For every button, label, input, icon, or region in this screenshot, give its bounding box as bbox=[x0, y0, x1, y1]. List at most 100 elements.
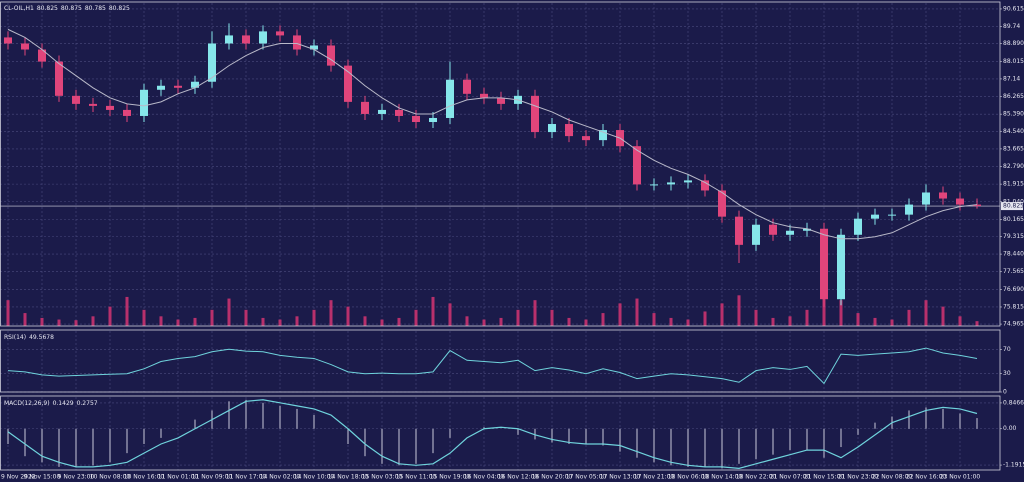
volume-bar bbox=[380, 319, 384, 326]
macd-bar bbox=[415, 428, 417, 464]
volume-bar bbox=[805, 309, 809, 326]
volume-bar bbox=[227, 298, 231, 326]
candle-body bbox=[956, 198, 964, 205]
x-tick-label: 10 Nov 16:00 bbox=[124, 474, 165, 481]
x-tick-label: 16 Nov 12:00 bbox=[498, 474, 539, 481]
candle-body bbox=[395, 109, 403, 116]
macd-bar bbox=[364, 428, 366, 457]
rsi-line bbox=[7, 347, 978, 385]
volume-bar bbox=[6, 300, 10, 326]
x-tick-label: 18 Nov 14:00 bbox=[702, 474, 743, 481]
candle-body bbox=[361, 101, 369, 114]
symbol: CL-OIL,H1 bbox=[4, 5, 34, 12]
macd-bar bbox=[789, 428, 791, 451]
candle-body bbox=[531, 95, 539, 133]
macd-bar bbox=[602, 428, 604, 446]
y-tick-label: 82.790 bbox=[1003, 163, 1024, 170]
macd-bar bbox=[7, 428, 9, 444]
volume-bar bbox=[312, 309, 316, 326]
macd-bar bbox=[976, 418, 978, 429]
macd-bar bbox=[823, 428, 825, 458]
candle-body bbox=[701, 180, 709, 191]
panel-header: RSI(14) 49.5678 bbox=[4, 334, 54, 341]
x-tick-label: 11 Nov 17:00 bbox=[226, 474, 267, 481]
y-tick-label: 90.615 bbox=[1003, 5, 1024, 12]
y-tick-label: 76.690 bbox=[1003, 286, 1024, 293]
macd-bar bbox=[959, 413, 961, 429]
macd-bar bbox=[92, 428, 94, 466]
volume-bar bbox=[771, 317, 775, 326]
volume-bar bbox=[635, 298, 639, 326]
candle-body bbox=[429, 117, 437, 123]
y-tick-label: 77.565 bbox=[1003, 268, 1024, 275]
candle-body bbox=[854, 218, 862, 235]
macd-bar bbox=[806, 428, 808, 451]
candle-body bbox=[55, 61, 63, 96]
macd-bar bbox=[228, 401, 230, 429]
x-tick-label: 16 Nov 20:00 bbox=[532, 474, 573, 481]
macd-bar bbox=[75, 428, 77, 467]
panel-frame bbox=[0, 1, 1001, 327]
volume-bar bbox=[329, 300, 333, 326]
candle-body bbox=[667, 182, 675, 185]
candle-body bbox=[174, 85, 182, 88]
indicator-name: RSI(14) bbox=[4, 334, 26, 341]
macd-bar bbox=[279, 405, 281, 429]
y-tick-label: 83.665 bbox=[1003, 145, 1024, 152]
candle-body bbox=[820, 228, 828, 300]
x-tick-label: 15 Nov 03:00 bbox=[362, 474, 403, 481]
candle-body bbox=[293, 35, 301, 50]
volume-bar bbox=[431, 296, 435, 326]
candle-body bbox=[242, 35, 250, 44]
x-tick-label: 21 Nov 23:00 bbox=[838, 474, 879, 481]
macd-bar bbox=[653, 428, 655, 463]
candle-body bbox=[72, 95, 80, 104]
macd-bar bbox=[160, 428, 162, 438]
volume-bar bbox=[74, 320, 78, 326]
volume-bar bbox=[363, 316, 367, 326]
x-tick-label: 11 Nov 01:00 bbox=[158, 474, 199, 481]
y-tick-label: -1.1915 bbox=[1003, 462, 1024, 469]
candle-body bbox=[633, 146, 641, 185]
y-tick-label: 74.965 bbox=[1003, 321, 1024, 328]
macd-bar bbox=[925, 407, 927, 429]
macd-bar bbox=[126, 428, 128, 454]
panel-header: MACD(12,26,9) 0.1429 0.2757 bbox=[4, 400, 98, 407]
x-tick-label: 18 Nov 22:00 bbox=[736, 474, 777, 481]
candle-body bbox=[871, 214, 879, 219]
x-tick-label: 11 Nov 09:00 bbox=[192, 474, 233, 481]
volume-bar bbox=[210, 309, 214, 326]
volume-bar bbox=[975, 321, 979, 326]
volume-bar bbox=[108, 306, 112, 326]
x-tick-label: 14 Nov 02:00 bbox=[260, 474, 301, 481]
x-tick-label: 17 Nov 21:00 bbox=[634, 474, 675, 481]
panel-header: CL-OIL,H1 80.825 80.875 80.785 80.825 bbox=[4, 5, 130, 12]
candle-body bbox=[106, 105, 114, 110]
y-tick-label: 70 bbox=[1003, 346, 1011, 353]
candle-body bbox=[446, 79, 454, 118]
candle-body bbox=[922, 192, 930, 205]
candle-body bbox=[276, 31, 284, 36]
y-tick-label: 81.915 bbox=[1003, 181, 1024, 188]
volume-bar bbox=[295, 316, 299, 326]
volume-bar bbox=[567, 317, 571, 326]
y-tick-label: 85.390 bbox=[1003, 111, 1024, 118]
candle-body bbox=[565, 124, 573, 137]
macd-bar bbox=[857, 428, 859, 435]
volume-bar bbox=[686, 319, 690, 326]
y-tick-label: 89.74 bbox=[1003, 23, 1020, 30]
macd-bar bbox=[347, 428, 349, 444]
macd-bar bbox=[313, 415, 315, 429]
candle-body bbox=[582, 136, 590, 141]
x-tick-label: 17 Nov 13:00 bbox=[600, 474, 641, 481]
volume-bar bbox=[414, 309, 418, 326]
macd-bar bbox=[568, 428, 570, 444]
candle-body bbox=[225, 35, 233, 44]
macd-bar bbox=[58, 428, 60, 467]
macd-bar bbox=[755, 428, 757, 460]
x-tick-label: 9 Nov 15:00 bbox=[24, 474, 61, 481]
volume-bar bbox=[958, 316, 962, 326]
y-tick-label: 79.315 bbox=[1003, 233, 1024, 240]
